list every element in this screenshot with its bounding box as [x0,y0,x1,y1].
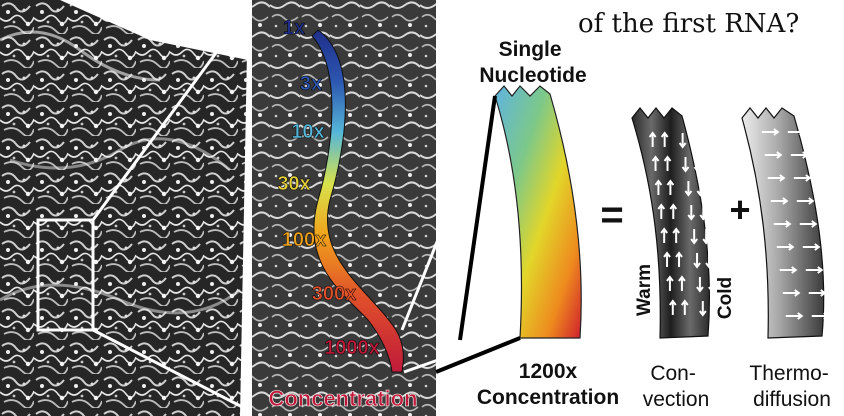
concentration-mark: 100x [282,229,327,251]
concentration-label: Concentration [268,386,417,411]
enlarged-pore [435,85,582,374]
single-nucleotide-label: Single Nucleotide [479,38,586,87]
convection-arrows [648,131,719,317]
cold-label: Cold [715,277,736,319]
concentration-marks: 1x 3x 10x 30x 100x 300x 1000x [277,17,380,360]
result-label: Concentration [477,386,619,409]
thermodiffusion-pore [741,107,830,339]
concentration-mark: 1x [283,17,305,39]
equals-symbol: = [600,193,623,237]
convection-caption: Con- vection [643,362,710,411]
concentration-mark: 3x [300,73,322,95]
plus-symbol: + [729,189,750,230]
question-fragment: of the first RNA? [578,9,799,39]
pore-channel [311,29,404,373]
warm-label: Warm [634,264,655,316]
concentration-mark: 10x [291,121,324,143]
convection-pore [631,107,719,339]
concentration-mark: 1000x [324,337,380,359]
zoom-region-box [36,218,95,332]
thermodiffusion-caption: Thermo- diffusion [749,362,834,411]
concentration-mark: 30x [277,173,310,195]
rock-micrograph [0,0,254,416]
zoomed-pore-panel [252,0,497,416]
concentration-mark: 300x [312,283,357,305]
result-value: 1200x [519,360,578,383]
thermodiffusion-arrows [761,128,830,320]
